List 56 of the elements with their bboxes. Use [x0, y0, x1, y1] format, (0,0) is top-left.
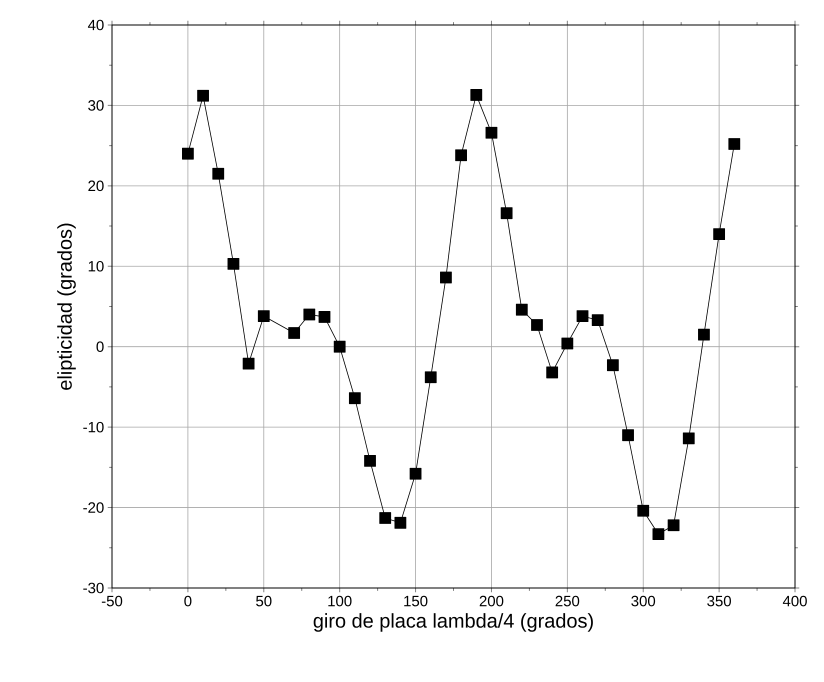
point — [394, 516, 406, 529]
point — [470, 89, 482, 101]
y-tick-label: -30 — [83, 582, 104, 594]
point — [531, 319, 543, 331]
point — [713, 228, 726, 240]
point — [212, 168, 224, 180]
x-tick-label: 0 — [184, 596, 192, 606]
point — [622, 429, 634, 442]
point — [561, 338, 574, 350]
point — [698, 328, 710, 341]
point — [652, 528, 664, 540]
point — [637, 504, 650, 517]
y-tick-label: 30 — [88, 100, 104, 111]
x-tick-label: 200 — [480, 596, 504, 606]
point — [592, 314, 604, 326]
point — [606, 359, 619, 372]
point — [516, 304, 528, 316]
point — [576, 310, 588, 322]
point — [668, 519, 680, 532]
point — [500, 207, 513, 220]
x-tick-label: 50 — [256, 596, 272, 606]
point — [258, 310, 270, 322]
point — [455, 149, 467, 162]
x-tick-label: 150 — [404, 596, 428, 606]
point — [440, 272, 452, 284]
point — [486, 126, 498, 139]
point — [288, 327, 300, 339]
y-tick-label: 40 — [88, 20, 104, 30]
x-tick-label: 250 — [556, 596, 580, 606]
point — [728, 138, 740, 150]
point — [197, 90, 209, 102]
point — [546, 366, 558, 378]
point — [242, 358, 255, 370]
point — [228, 258, 240, 270]
y-tick-label: 10 — [88, 260, 104, 272]
x-axis-title: giro de placa lambda/4 (grados) — [314, 613, 593, 632]
point — [424, 371, 437, 384]
point — [303, 308, 316, 320]
y-axis-title: elipticidad (grados) — [57, 224, 76, 390]
x-tick-label: 100 — [328, 596, 352, 606]
x-tick-label: -50 — [102, 596, 122, 606]
y-tick-label: -20 — [83, 502, 104, 513]
y-tick-label: 20 — [88, 180, 104, 192]
x-tick-label: 400 — [782, 596, 807, 606]
point — [318, 311, 330, 323]
point — [379, 512, 392, 524]
y-tick-label: -10 — [83, 422, 104, 432]
point — [348, 392, 361, 404]
point — [182, 148, 194, 160]
x-tick-label: 300 — [631, 596, 656, 606]
point — [410, 468, 422, 480]
y-tick-label: 0 — [96, 341, 104, 352]
point — [334, 340, 346, 353]
point — [364, 455, 376, 467]
point — [682, 432, 695, 444]
x-tick-label: 350 — [707, 596, 731, 606]
